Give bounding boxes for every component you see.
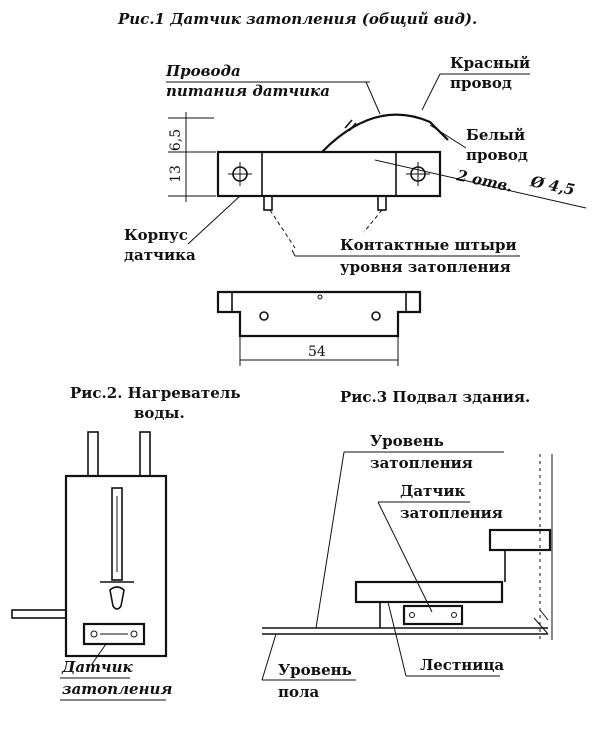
dim-6-5: 6,5 [168, 129, 184, 151]
height-dimensions: 6,5 13 [168, 112, 216, 202]
dim-54: 54 [308, 344, 326, 360]
body-label-2: датчика [124, 246, 196, 264]
flood-level-label-1: Уровень [370, 432, 444, 450]
fig2-caption-2: воды. [134, 404, 185, 422]
flood-level-label-2: затопления [370, 454, 473, 472]
heater-sensor [82, 622, 146, 646]
red-wire-label-1: Красный [450, 54, 530, 72]
fig3-sensor-label-1: Датчик [400, 482, 465, 500]
pipe [87, 431, 99, 477]
contact-pin [263, 195, 273, 211]
stair-step [488, 528, 552, 552]
pins-label-1: Контактные штыри [340, 236, 517, 254]
stair-step [354, 580, 504, 604]
sensor-top-view [216, 113, 449, 249]
valve [109, 586, 125, 610]
floor-level-label-2: пола [278, 683, 320, 701]
side-pipe [11, 609, 67, 619]
floor-level-label-1: Уровень [278, 661, 352, 679]
fig2-caption-1: Рис.2. Нагреватель [70, 384, 241, 402]
pins-label-2: уровня затопления [340, 258, 511, 276]
hole-diameter-label: Ø 4,5 [528, 172, 576, 199]
body-label-1: Корпус [124, 226, 188, 244]
wires-label-1: Провода [165, 62, 241, 80]
water-heater [11, 431, 168, 658]
pipe [139, 431, 151, 477]
dim-13: 13 [168, 165, 184, 183]
wires-label-2: питания датчика [166, 82, 330, 100]
stairs-label: Лестница [420, 656, 504, 674]
heater-tank [64, 474, 168, 658]
white-wire-label-2: провод [466, 146, 528, 164]
fig2-sensor-label-2: затопления [62, 680, 172, 698]
holes-label: 2 отв. [454, 166, 514, 196]
fig3-caption: Рис.3 Подвал здания. [340, 388, 530, 406]
fig2-sensor-label-1: Датчик [61, 658, 134, 676]
fig3-sensor-label-2: затопления [400, 504, 503, 522]
contact-pin [377, 195, 387, 211]
fig1-caption: Рис.1 Датчик затопления (общий вид). [117, 10, 477, 28]
sensor-side-view: 54 [216, 290, 422, 366]
basement-sensor [402, 604, 464, 626]
white-wire-label-1: Белый [466, 126, 525, 144]
basement-scene [262, 454, 553, 640]
red-wire-label-2: провод [450, 74, 512, 92]
